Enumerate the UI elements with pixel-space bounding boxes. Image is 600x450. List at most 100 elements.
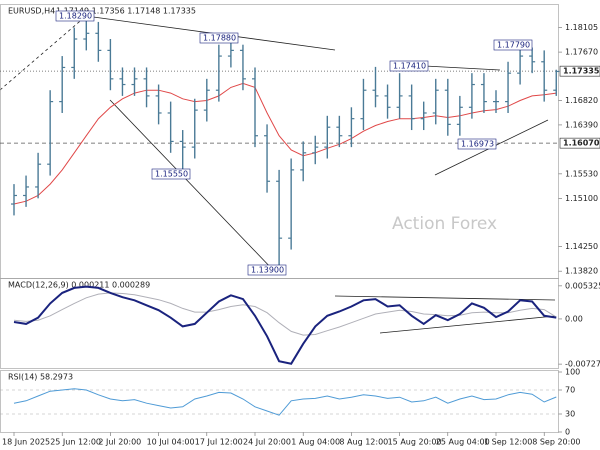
ohlc-bar bbox=[179, 130, 186, 173]
ohlc-bar bbox=[493, 90, 499, 113]
y-tick-label: 1.15100 bbox=[565, 194, 598, 203]
price-label: 1.17335 bbox=[563, 67, 600, 76]
y-tick-label: 1.14250 bbox=[565, 242, 598, 251]
ohlc-bar bbox=[553, 69, 560, 96]
ohlc-bar bbox=[59, 56, 66, 113]
trend-line bbox=[0, 15, 87, 91]
y-tick-label: 1.15530 bbox=[565, 169, 598, 178]
ohlc-bar bbox=[324, 115, 331, 159]
x-tick-label: 10 Jul 04:00 bbox=[147, 438, 195, 447]
ohlc-bar bbox=[95, 21, 102, 62]
annotation-box bbox=[55, 10, 95, 22]
ohlc-bar bbox=[131, 67, 138, 96]
ohlc-bar bbox=[517, 45, 524, 85]
ohlc-bar bbox=[420, 101, 427, 131]
panel-title: MACD(12,26,9) 0.000211 0.000289 bbox=[8, 281, 150, 290]
ohlc-bar bbox=[252, 67, 258, 148]
y-tick-label: 100 bbox=[565, 368, 580, 377]
ohlc-bar bbox=[396, 73, 403, 119]
y-tick-label: 1.16390 bbox=[565, 120, 598, 129]
ohlc-bar bbox=[384, 84, 391, 119]
ohlc-bar bbox=[541, 50, 548, 102]
ohlc-bar bbox=[468, 73, 475, 119]
ohlc-bar bbox=[372, 66, 379, 108]
ohlc-bar bbox=[276, 169, 283, 267]
ohlc-bar bbox=[227, 40, 234, 68]
series-line bbox=[13, 292, 557, 336]
ohlc-bar bbox=[480, 73, 487, 113]
panel-subtitle: 1.17149 1.17356 1.17148 1.17335 bbox=[56, 7, 196, 16]
annotation: 1.17880 bbox=[203, 34, 236, 43]
annotation: 1.17790 bbox=[497, 41, 530, 50]
y-tick-label: 1.18105 bbox=[565, 23, 598, 32]
ohlc-bar bbox=[408, 84, 415, 131]
series-line bbox=[13, 285, 557, 365]
ohlc-bar bbox=[107, 39, 114, 91]
price-label-box bbox=[559, 65, 600, 77]
ohlc-bar bbox=[239, 44, 246, 91]
annotation-box bbox=[151, 168, 191, 180]
x-tick-label: 1 Aug 04:00 bbox=[291, 438, 340, 447]
ohlc-bar bbox=[119, 67, 126, 96]
ohlc-bar bbox=[83, 16, 90, 51]
ohlc-bar bbox=[143, 67, 150, 108]
price-label: 1.16070 bbox=[563, 139, 600, 148]
x-tick-label: 2 Jul 20:00 bbox=[98, 438, 141, 447]
watermark: Action Forex bbox=[392, 214, 497, 234]
ohlc-bar bbox=[155, 84, 162, 125]
ohlc-bar bbox=[191, 98, 198, 159]
x-tick-label: 18 Jun 2025 bbox=[2, 438, 50, 447]
ohlc-bar bbox=[264, 124, 271, 193]
ohlc-bar bbox=[336, 115, 343, 148]
annotation-box bbox=[457, 138, 497, 150]
annotation: 1.13900 bbox=[251, 266, 284, 275]
x-tick-label: 25 Aug 04:00 bbox=[436, 438, 490, 447]
x-tick-label: 24 Jul 20:00 bbox=[243, 438, 291, 447]
ohlc-bar bbox=[300, 141, 307, 182]
y-tick-label: 70 bbox=[565, 386, 575, 395]
y-tick-label: -0.007273 bbox=[565, 360, 600, 369]
y-tick-label: 1.17670 bbox=[565, 48, 598, 57]
series-line bbox=[13, 388, 557, 416]
ohlc-bar bbox=[71, 27, 78, 79]
ohlc-bar bbox=[456, 95, 463, 136]
ohlc-bar bbox=[47, 90, 54, 176]
y-tick-label: 1.13820 bbox=[565, 267, 598, 276]
annotation-box bbox=[493, 39, 533, 51]
y-tick-label: 30 bbox=[565, 410, 575, 419]
ohlc-bar bbox=[312, 135, 319, 165]
ohlc-bar bbox=[444, 78, 451, 136]
ohlc-bar bbox=[505, 61, 512, 113]
ohlc-bar bbox=[11, 184, 17, 216]
trend-lines bbox=[0, 15, 556, 334]
ohlc-bar bbox=[348, 107, 355, 148]
panel-title: RSI(14) 58.2973 bbox=[8, 373, 73, 382]
annotation: 1.17410 bbox=[393, 62, 426, 71]
annotation-box bbox=[247, 264, 287, 276]
y-tick-label: 1.16820 bbox=[565, 96, 598, 105]
annotation: 1.15550 bbox=[155, 170, 188, 179]
ohlc-bar bbox=[215, 44, 222, 102]
y-tick-label: 0 bbox=[565, 428, 570, 437]
x-tick-label: 8 Aug 12:00 bbox=[339, 438, 388, 447]
annotation: 1.18290 bbox=[59, 12, 92, 21]
y-tick-label: 0.005325 bbox=[565, 281, 600, 290]
panel-border bbox=[0, 370, 559, 433]
trend-line bbox=[424, 65, 501, 71]
x-tick-label: 8 Sep 20:00 bbox=[532, 438, 580, 447]
x-tick-label: 17 Jul 12:00 bbox=[195, 438, 243, 447]
annotation: 1.16973 bbox=[461, 140, 494, 149]
annotation-box bbox=[389, 60, 429, 72]
trend-line bbox=[109, 99, 276, 273]
ohlc-bar bbox=[167, 101, 174, 153]
price-label-box bbox=[559, 137, 600, 149]
y-tick-label: 0.00 bbox=[565, 314, 583, 323]
panel-title: EURUSD,H4 bbox=[8, 7, 55, 16]
x-tick-label: 15 Aug 20:00 bbox=[388, 438, 442, 447]
panel-border bbox=[0, 278, 559, 369]
series-line bbox=[13, 82, 557, 205]
trend-line bbox=[379, 315, 556, 334]
ohlc-bar bbox=[23, 175, 30, 207]
